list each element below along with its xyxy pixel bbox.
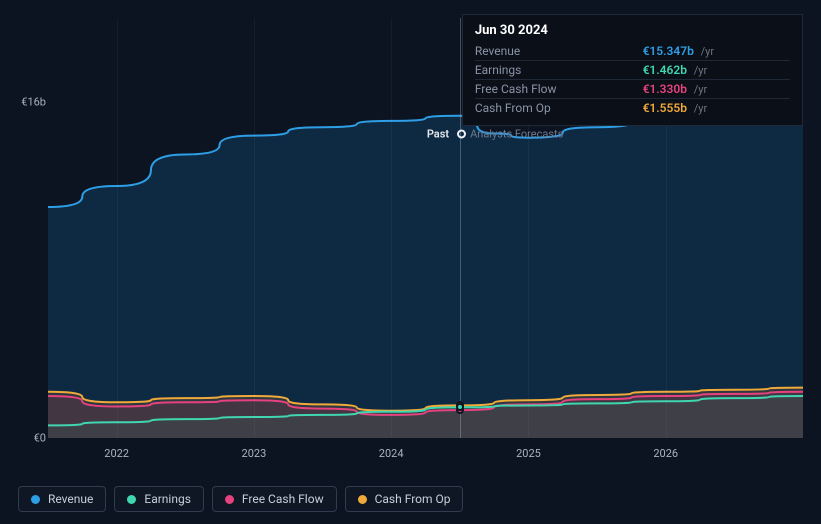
tooltip-row-value: €1.555b /yr	[633, 99, 790, 118]
tooltip-row: Earnings€1.462b /yr	[475, 61, 790, 80]
legend-item-free_cash_flow[interactable]: Free Cash Flow	[212, 486, 337, 512]
x-gridline	[391, 18, 392, 438]
x-axis-tick: 2026	[653, 447, 678, 460]
legend: Revenue Earnings Free Cash Flow Cash From O…	[18, 486, 463, 512]
cursor-line	[460, 18, 461, 438]
tooltip-row-label: Cash From Op	[475, 99, 633, 118]
legend-dot-icon	[127, 495, 136, 504]
tooltip-row-label: Earnings	[475, 61, 633, 80]
y-axis-tick: €0	[18, 432, 46, 445]
tooltip-row-value: €1.330b /yr	[633, 80, 790, 99]
tooltip-row: Free Cash Flow€1.330b /yr	[475, 80, 790, 99]
tooltip-row: Revenue€15.347b /yr	[475, 42, 790, 61]
legend-dot-icon	[31, 495, 40, 504]
x-axis-tick: 2025	[516, 447, 541, 460]
tooltip-row-label: Free Cash Flow	[475, 80, 633, 99]
legend-label: Revenue	[48, 492, 93, 506]
x-axis-tick: 2023	[242, 447, 267, 460]
x-gridline	[254, 18, 255, 438]
legend-label: Free Cash Flow	[242, 492, 324, 506]
tooltip-row-label: Revenue	[475, 42, 633, 61]
legend-item-cash_from_op[interactable]: Cash From Op	[345, 486, 464, 512]
cursor-marker-earnings	[456, 403, 464, 411]
tooltip-row-value: €1.462b /yr	[633, 61, 790, 80]
legend-item-revenue[interactable]: Revenue	[18, 486, 106, 512]
legend-dot-icon	[358, 495, 367, 504]
data-tooltip: Jun 30 2024 Revenue€15.347b /yrEarnings€…	[462, 14, 803, 126]
tooltip-table: Revenue€15.347b /yrEarnings€1.462b /yrFr…	[475, 42, 790, 117]
x-axis-tick: 2022	[104, 447, 129, 460]
x-gridline	[117, 18, 118, 438]
y-axis-tick: €16b	[18, 96, 46, 109]
legend-label: Cash From Op	[375, 492, 451, 506]
legend-label: Earnings	[144, 492, 191, 506]
tooltip-row: Cash From Op€1.555b /yr	[475, 99, 790, 118]
legend-item-earnings[interactable]: Earnings	[114, 486, 204, 512]
tooltip-row-value: €15.347b /yr	[633, 42, 790, 61]
series-fill-revenue	[48, 102, 803, 438]
legend-dot-icon	[225, 495, 234, 504]
x-axis-tick: 2024	[379, 447, 404, 460]
tooltip-title: Jun 30 2024	[475, 23, 790, 38]
